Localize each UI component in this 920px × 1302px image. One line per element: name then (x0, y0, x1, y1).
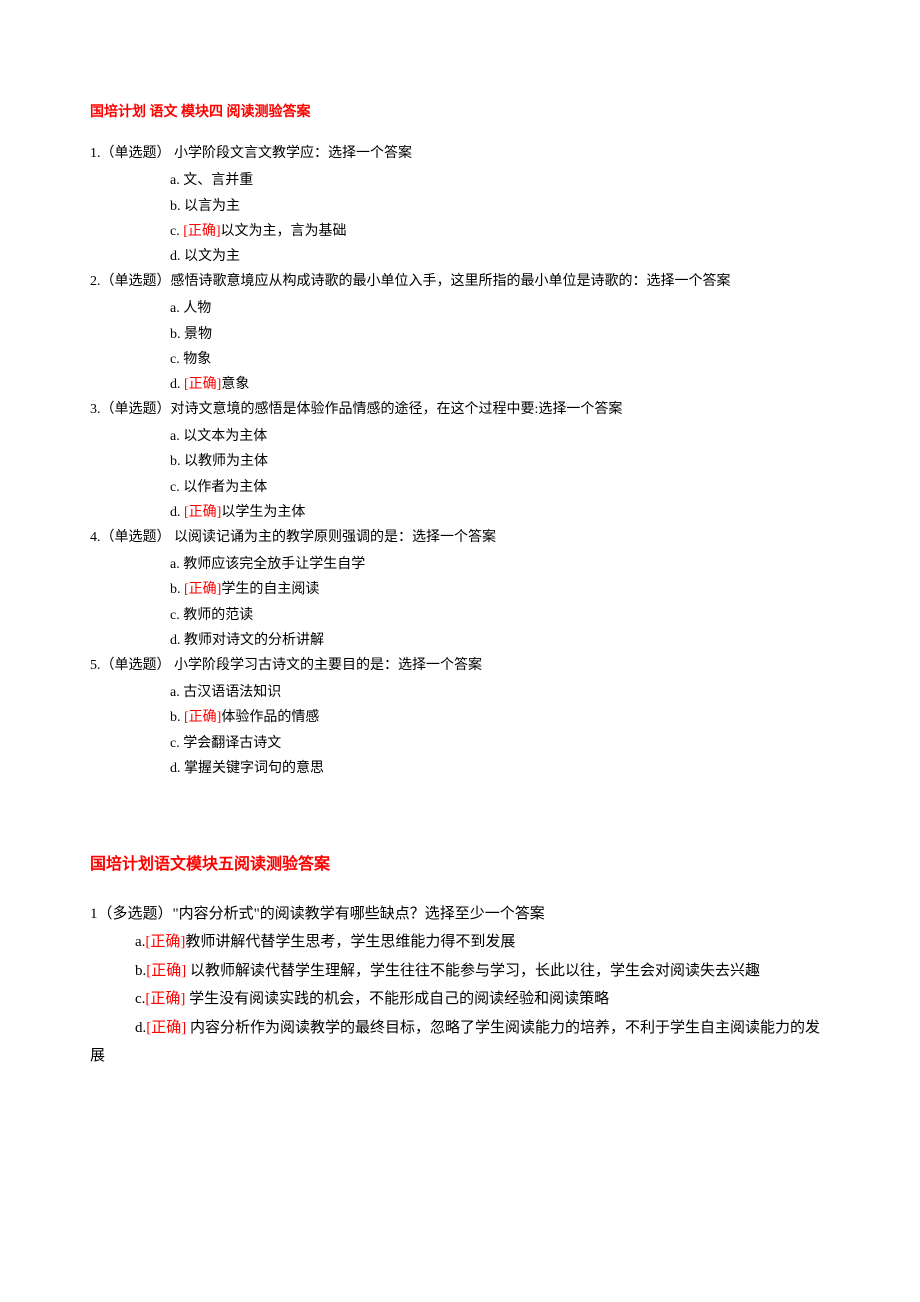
correct-mark: [正确] (184, 710, 221, 725)
correct-mark: [正确] (145, 991, 185, 1007)
option-item: b. 以教师为主体 (170, 449, 830, 474)
option-letter: d. (170, 505, 184, 520)
section1-questions: 1.（单选题） 小学阶段文言文教学应：选择一个答案a. 文、言并重b. 以言为主… (90, 141, 830, 781)
option-text: 学生没有阅读实践的机会，不能形成自己的阅读经验和阅读策略 (185, 991, 609, 1007)
correct-mark: [正确] (146, 1020, 186, 1036)
option-letter: b. (135, 963, 146, 979)
option-text: 教师应该完全放手让学生自学 (183, 557, 365, 572)
option-letter: c. (170, 608, 183, 623)
option-text: 以文为主 (184, 249, 240, 264)
option-item: a. 古汉语语法知识 (170, 680, 830, 705)
option-item: d. 以文为主 (170, 244, 830, 269)
option-item: a.[正确]教师讲解代替学生思考，学生思维能力得不到发展 (90, 928, 830, 957)
option-text: 以教师解读代替学生理解，学生往往不能参与学习，长此以往，学生会对阅读失去兴趣 (186, 963, 760, 979)
option-text: 文、言并重 (183, 173, 253, 188)
options-list: a. 人物b. 景物c. 物象d. [正确]意象 (90, 296, 830, 397)
option-text: 教师讲解代替学生思考，学生思维能力得不到发展 (185, 934, 515, 950)
option-item: a. 教师应该完全放手让学生自学 (170, 552, 830, 577)
correct-mark: [正确] (145, 934, 185, 950)
option-letter: a. (170, 301, 183, 316)
option-text: 教师对诗文的分析讲解 (184, 633, 324, 648)
section1-title: 国培计划 语文 模块四 阅读测验答案 (90, 100, 830, 125)
option-letter: d. (170, 249, 184, 264)
correct-mark: [正确] (146, 963, 186, 979)
options-list: a. 以文本为主体b. 以教师为主体c. 以作者为主体d. [正确]以学生为主体 (90, 424, 830, 525)
question-stem: 1（多选题）"内容分析式"的阅读教学有哪些缺点？选择至少一个答案 (90, 900, 830, 929)
options-list: a. 古汉语语法知识b. [正确]体验作品的情感c. 学会翻译古诗文 d. 掌握… (90, 680, 830, 781)
option-text: 以作者为主体 (183, 480, 267, 495)
option-text: 意象 (221, 377, 249, 392)
option-item: d.[正确] 内容分析作为阅读教学的最终目标，忽略了学生阅读能力的培养，不利于学… (90, 1014, 830, 1071)
option-letter: b. (170, 199, 184, 214)
option-item: d. [正确]意象 (170, 372, 830, 397)
section-gap (90, 781, 830, 811)
option-item: b. 景物 (170, 322, 830, 347)
option-item: a. 人物 (170, 296, 830, 321)
option-text: 学生的自主阅读 (221, 582, 319, 597)
question-stem: 5.（单选题） 小学阶段学习古诗文的主要目的是：选择一个答案 (90, 653, 830, 678)
option-text: 以文本为主体 (183, 429, 267, 444)
option-letter: d. (170, 761, 184, 776)
option-letter: d. (170, 633, 184, 648)
option-item: c. 教师的范读 (170, 603, 830, 628)
question-stem: 2.（单选题）感悟诗歌意境应从构成诗歌的最小单位入手，这里所指的最小单位是诗歌的… (90, 269, 830, 294)
option-letter: b. (170, 327, 184, 342)
correct-mark: [正确] (184, 505, 221, 520)
option-item: c. [正确]以文为主，言为基础 (170, 219, 830, 244)
option-item: d. 教师对诗文的分析讲解 (170, 628, 830, 653)
option-item: b. [正确]体验作品的情感 (170, 705, 830, 730)
option-item: b.[正确] 以教师解读代替学生理解，学生往往不能参与学习，长此以往，学生会对阅… (90, 957, 830, 986)
option-text: 教师的范读 (183, 608, 253, 623)
option-item: d. 掌握关键字词句的意思 (170, 756, 830, 781)
question-stem: 3.（单选题）对诗文意境的感悟是体验作品情感的途径，在这个过程中要:选择一个答案 (90, 397, 830, 422)
option-letter: a. (135, 934, 145, 950)
correct-mark: [正确] (184, 582, 221, 597)
option-item: a. 文、言并重 (170, 168, 830, 193)
option-text: 学会翻译古诗文 (183, 736, 281, 751)
option-text: 以教师为主体 (184, 454, 268, 469)
question-stem: 1.（单选题） 小学阶段文言文教学应：选择一个答案 (90, 141, 830, 166)
option-item: c. 以作者为主体 (170, 475, 830, 500)
option-item: c. 学会翻译古诗文 (170, 731, 830, 756)
section2-question: 1（多选题）"内容分析式"的阅读教学有哪些缺点？选择至少一个答案a.[正确]教师… (90, 900, 830, 1071)
options-list: a. 文、言并重b. 以言为主c. [正确]以文为主，言为基础d. 以文为主 (90, 168, 830, 269)
option-letter: a. (170, 429, 183, 444)
option-item: c. 物象 (170, 347, 830, 372)
option-letter: c. (135, 991, 145, 1007)
option-text: 景物 (184, 327, 212, 342)
option-letter: d. (135, 1020, 146, 1036)
option-text: 以文为主，言为基础 (221, 224, 347, 239)
option-item: c.[正确] 学生没有阅读实践的机会，不能形成自己的阅读经验和阅读策略 (90, 985, 830, 1014)
option-letter: c. (170, 480, 183, 495)
option-text: 物象 (183, 352, 211, 367)
section2-title: 国培计划语文模块五阅读测验答案 (90, 851, 830, 880)
correct-mark: [正确] (184, 377, 221, 392)
option-text: 内容分析作为阅读教学的最终目标，忽略了学生阅读能力的培养，不利于学生自主阅读能力… (90, 1020, 820, 1065)
option-letter: a. (170, 685, 183, 700)
option-letter: c. (170, 224, 183, 239)
option-text: 人物 (183, 301, 211, 316)
option-text: 古汉语语法知识 (183, 685, 281, 700)
option-text: 以学生为主体 (221, 505, 305, 520)
option-letter: b. (170, 582, 184, 597)
option-item: a. 以文本为主体 (170, 424, 830, 449)
option-item: d. [正确]以学生为主体 (170, 500, 830, 525)
options-list: a. 教师应该完全放手让学生自学b. [正确]学生的自主阅读c. 教师的范读d.… (90, 552, 830, 653)
option-letter: a. (170, 173, 183, 188)
option-letter: b. (170, 454, 184, 469)
option-item: b. 以言为主 (170, 194, 830, 219)
option-text: 掌握关键字词句的意思 (184, 761, 324, 776)
option-item: b. [正确]学生的自主阅读 (170, 577, 830, 602)
option-text: 体验作品的情感 (221, 710, 319, 725)
correct-mark: [正确] (183, 224, 220, 239)
option-letter: d. (170, 377, 184, 392)
option-letter: b. (170, 710, 184, 725)
option-text: 以言为主 (184, 199, 240, 214)
option-letter: c. (170, 736, 183, 751)
option-letter: a. (170, 557, 183, 572)
option-letter: c. (170, 352, 183, 367)
question-stem: 4.（单选题） 以阅读记诵为主的教学原则强调的是：选择一个答案 (90, 525, 830, 550)
